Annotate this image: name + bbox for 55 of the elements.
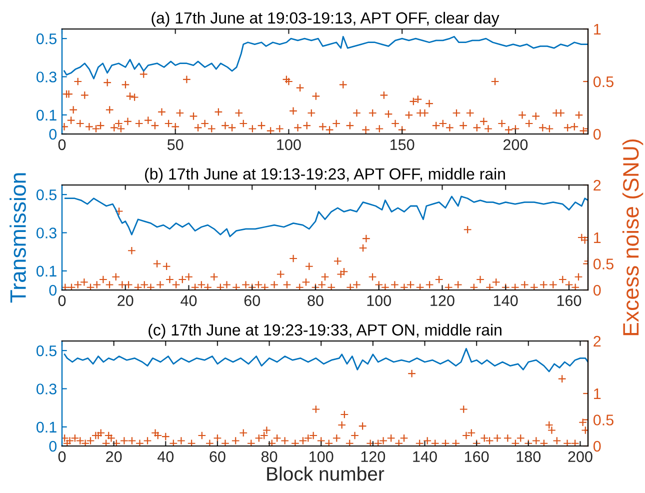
y-tick-label: 0.5 [36, 345, 56, 356]
y-tick-label: 0.3 [36, 384, 56, 394]
chart-title: (b) 17th June at 19:13-19:23, APT OFF, middle rain [145, 168, 505, 183]
y2-axis-title: Excess noise (SNU) [622, 139, 644, 336]
x-tick-label: 140 [413, 451, 437, 462]
x-tick-label: 60 [244, 295, 260, 306]
x-tick-label: 0 [58, 451, 66, 462]
y2-tick-label: 0 [593, 284, 601, 296]
y-tick-label: 0.3 [36, 72, 56, 82]
x-tick-label: 20 [106, 451, 122, 462]
y-tick-label: 0.1 [36, 266, 56, 277]
y2-tick-label: 2 [594, 336, 601, 347]
y2-tick-label: 1 [594, 388, 601, 400]
y-tick-label: 0.5 [36, 189, 56, 200]
x-tick-label: 120 [361, 451, 386, 462]
x-tick-label: 40 [158, 451, 174, 462]
x-tick-label: 150 [390, 139, 414, 150]
x-tick-label: 0 [58, 295, 66, 306]
y2-tick-label: 0.5 [593, 414, 614, 426]
x-tick-label: 50 [167, 139, 184, 150]
x-tick-label: 160 [557, 295, 582, 306]
y2-tick-label: 0.5 [593, 76, 614, 88]
x-tick-label: 100 [310, 451, 334, 462]
y-tick-label: 0 [49, 284, 57, 296]
x-tick-label: 60 [210, 451, 226, 462]
y2-tick-label: 1 [594, 232, 601, 244]
x-tick-label: 120 [430, 295, 454, 306]
y-tick-label: 0 [49, 440, 57, 452]
x-tick-label: 100 [367, 295, 392, 306]
y-tick-label: 0 [49, 128, 57, 140]
line-series [64, 196, 588, 238]
y-tick-label: 0.1 [36, 422, 56, 433]
x-tick-label: 0 [58, 139, 66, 150]
chart-title: (c) 17th June at 19:23-19:33, APT ON, middle rain [148, 324, 502, 339]
x-tick-label: 140 [494, 295, 518, 306]
y-tick-label: 0.3 [36, 228, 56, 238]
x-tick-label: 100 [277, 139, 301, 150]
chart-title: (a) 17th June at 19:03-19:13, APT OFF, clear day [152, 12, 500, 27]
x-tick-label: 200 [568, 451, 592, 462]
y-axis-title: Transmission [10, 173, 26, 303]
x-tick-label: 180 [516, 451, 541, 462]
y-tick-label: 0.5 [36, 33, 56, 44]
x-tick-label: 40 [180, 295, 197, 306]
x-axis-title: Block number [267, 466, 384, 481]
x-tick-label: 160 [465, 451, 489, 462]
y2-tick-label: 0 [593, 440, 601, 452]
y2-tick-label: 2 [594, 180, 601, 191]
y2-tick-label: 0 [593, 128, 601, 140]
x-tick-label: 80 [261, 451, 278, 462]
y2-tick-label: 0.5 [593, 258, 614, 270]
y-tick-label: 0.1 [36, 110, 56, 121]
y2-tick-label: 1 [594, 24, 601, 35]
x-tick-label: 200 [503, 139, 528, 150]
x-tick-label: 80 [308, 295, 324, 306]
x-tick-label: 20 [118, 295, 134, 306]
